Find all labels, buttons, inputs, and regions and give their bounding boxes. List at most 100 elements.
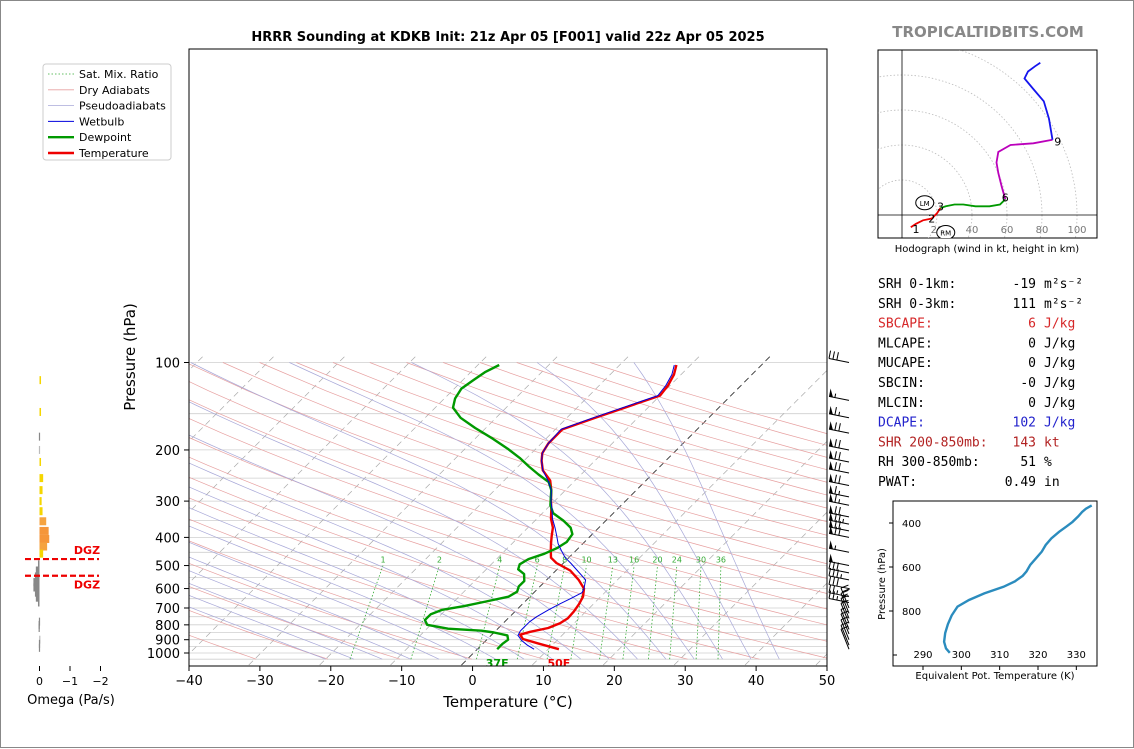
dry-adiabat: [1, 363, 616, 660]
wind-barb-full: [839, 440, 841, 448]
x-tick-label: −10: [388, 674, 415, 689]
theta-e-x-tick-label: 320: [1028, 650, 1047, 661]
mixing-ratio-label: 10: [581, 556, 591, 565]
omega-bar: [39, 644, 40, 652]
omega-bar: [40, 474, 44, 482]
parameter-unit: kt: [1044, 435, 1060, 450]
isotherm: [107, 356, 416, 665]
parameter-label: PWAT:: [878, 475, 917, 490]
surface-temperature-label: 50F: [547, 657, 570, 670]
wind-barb: [829, 421, 849, 433]
mixing-ratio-line: [718, 566, 721, 660]
isotherm: [1, 356, 132, 665]
omega-bar: [40, 543, 48, 551]
mixing-ratio-label: 4: [497, 556, 502, 565]
hodograph-height-label: 6: [1002, 192, 1009, 205]
y-tick-label: 800: [155, 619, 180, 634]
parameter-unit: J/kg: [1044, 416, 1075, 431]
mixing-ratio-line: [600, 566, 613, 660]
theta-e-y-tick-label: 400: [902, 519, 921, 530]
x-tick-label: 30: [677, 674, 694, 689]
wind-barb: [829, 461, 849, 473]
parameter-label: RH 300-850mb:: [878, 455, 980, 470]
wind-barb-half: [835, 394, 836, 398]
wind-barb-staff: [841, 625, 849, 645]
parameter-value: 0.49: [1005, 475, 1036, 490]
isotherm: [178, 356, 487, 665]
wind-barb-full: [839, 507, 841, 515]
wind-barb-full: [835, 462, 837, 470]
legend-entry: Sat. Mix. Ratio: [79, 68, 159, 81]
omega-bar: [40, 507, 43, 515]
y-tick-label: 700: [155, 602, 180, 617]
wind-barb-full: [833, 577, 835, 585]
wind-barb-staff: [829, 569, 849, 573]
wind-barb-flag: [829, 406, 833, 415]
moist-adiabat: [53, 444, 524, 660]
wind-barb-full: [837, 352, 839, 360]
wind-barb-full: [835, 422, 837, 430]
parameter-unit: J/kg: [1044, 317, 1075, 332]
wind-barb-full: [829, 577, 831, 585]
wind-barb-flag: [829, 485, 833, 494]
chart-title: HRRR Sounding at KDKB Init: 21z Apr 05 […: [251, 30, 764, 45]
x-tick-label: −20: [317, 674, 344, 689]
wind-barb-full: [835, 506, 837, 514]
x-axis-label: Temperature (°C): [442, 693, 572, 711]
storm-motion-label: LM: [920, 200, 930, 208]
wind-barb-half: [839, 491, 840, 495]
hodograph-height-label: 1: [913, 223, 920, 236]
parameter-value: -0: [1020, 376, 1036, 391]
wind-barb-full: [835, 495, 837, 503]
mixing-ratio-line: [623, 566, 634, 660]
legend-entry: Pseudoadiabats: [79, 100, 166, 113]
wind-barb-half: [839, 412, 840, 416]
theta-e-y-tick-label: 600: [902, 563, 921, 574]
hodograph-ring-label: 60: [1001, 225, 1014, 236]
wind-barb-flag: [829, 493, 833, 502]
parameter-label: MLCAPE:: [878, 336, 933, 351]
hodograph-height-label: 2: [928, 213, 935, 226]
legend-entry: Wetbulb: [79, 115, 124, 128]
wind-barb-flag: [829, 421, 833, 430]
omega-bar: [40, 486, 43, 494]
mixing-ratio-label: 20: [652, 556, 662, 565]
wind-barb: [829, 540, 849, 552]
wind-barb: [829, 577, 849, 589]
wind-barb-flag: [829, 554, 833, 563]
omega-bar: [39, 624, 40, 632]
x-tick-label: 40: [748, 674, 765, 689]
wind-barb-flag: [829, 505, 833, 514]
omega-bar: [40, 408, 42, 416]
wind-barb-full: [839, 476, 841, 484]
parameter-label: DCAPE:: [878, 416, 925, 431]
x-tick-label: −30: [246, 674, 273, 689]
parameter-unit: m²s⁻²: [1044, 277, 1083, 292]
parameter-label: MLCIN:: [878, 396, 925, 411]
wind-barb-staff: [829, 585, 849, 589]
wind-barb-half: [841, 574, 842, 578]
wind-barb-full: [835, 407, 837, 415]
mixing-ratio-label: 36: [716, 556, 726, 565]
omega-tick-label: −1: [62, 675, 78, 688]
watermark: TROPICALTIDBITS.COM: [892, 23, 1084, 41]
wind-barb: [829, 485, 849, 497]
x-tick-label: −40: [175, 674, 202, 689]
isotherm: [603, 356, 912, 665]
wind-barb: [829, 351, 849, 363]
mixing-ratio-label: 30: [696, 556, 706, 565]
dry-adiabat: [1, 363, 760, 660]
parameter-label: SHR 200-850mb:: [878, 435, 988, 450]
mixing-ratio-line: [547, 566, 565, 660]
y-tick-label: 1000: [147, 647, 180, 662]
storm-motion-label: RM: [940, 230, 951, 238]
wind-barb: [829, 561, 849, 573]
moist-adiabat: [109, 396, 609, 660]
parameter-unit: J/kg: [1044, 356, 1075, 371]
parameter-label: SBCAPE:: [878, 317, 933, 332]
